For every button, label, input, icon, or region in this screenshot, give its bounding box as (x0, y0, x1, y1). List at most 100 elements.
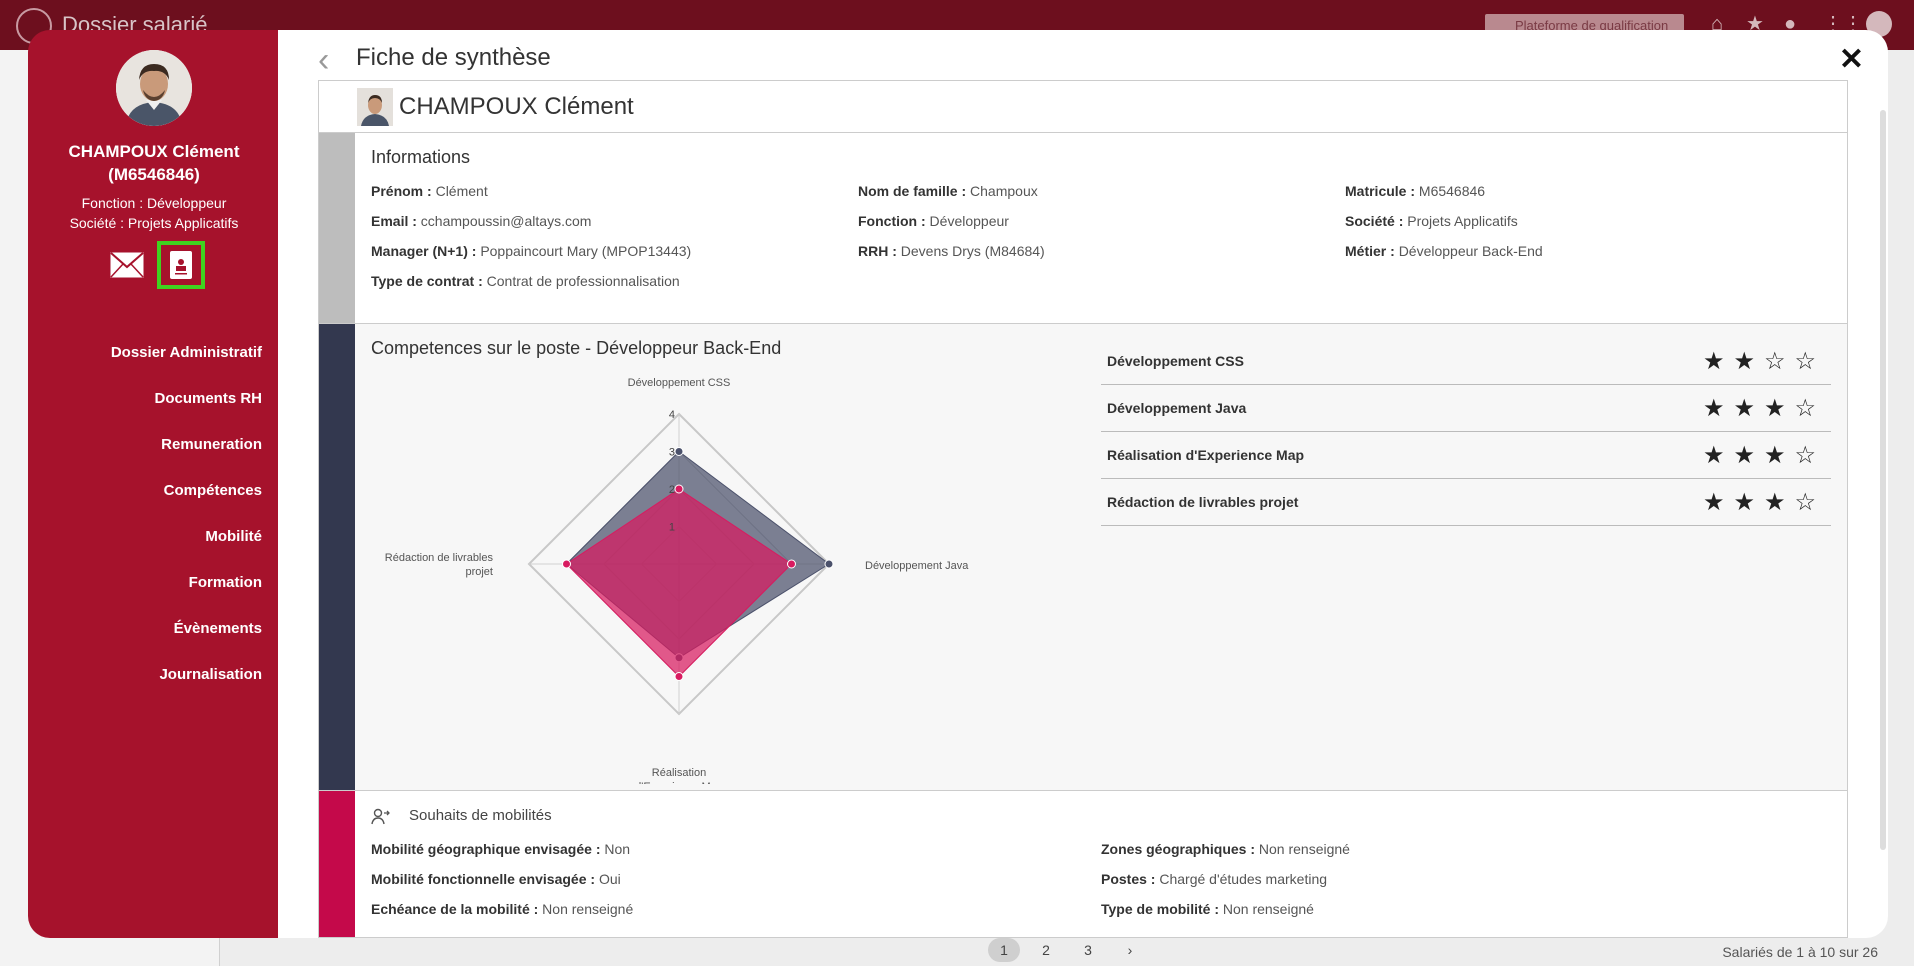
bell-icon[interactable]: ● (1783, 13, 1797, 35)
employee-header: CHAMPOUX Clément (319, 81, 1847, 133)
home-icon[interactable]: ⌂ (1710, 13, 1724, 35)
close-icon[interactable]: ✕ (1838, 43, 1864, 76)
scrollbar[interactable] (1880, 110, 1886, 850)
field-label: Nom de famille : (858, 183, 967, 199)
mobility-person-icon (371, 807, 391, 830)
apps-grid-icon[interactable]: ⋮⋮ (1823, 13, 1863, 35)
field-label: Zones géographiques : (1101, 841, 1256, 857)
field-value: Champoux (970, 183, 1038, 199)
rating-stars-icon: ★★☆☆ (1702, 347, 1825, 375)
employee-fonction: Fonction : Développeur (81, 195, 227, 211)
info-field: Manager (N+1) : Poppaincourt Mary (MPOP1… (371, 243, 691, 259)
radar-data-point (674, 484, 684, 494)
skills-list: Développement CSS ★★☆☆ Développement Java… (1101, 338, 1831, 526)
employee-header-name: CHAMPOUX Clément (399, 92, 634, 120)
summary-content: CHAMPOUX Clément Informations Prénom : C… (318, 80, 1848, 938)
field-label: Mobilité géographique envisagée : (371, 841, 601, 857)
employee-mini-avatar (357, 87, 393, 126)
mobility-field: Zones géographiques : Non renseigné (1101, 841, 1350, 857)
info-field: Fonction : Développeur (858, 213, 1009, 229)
nav-evenements[interactable]: Évènements (173, 620, 262, 637)
employee-avatar (116, 50, 192, 126)
employee-name: CHAMPOUX Clément (M6546846) (28, 140, 280, 186)
field-value: Clément (435, 183, 488, 199)
section-strip (319, 791, 355, 937)
info-field: Nom de famille : Champoux (858, 183, 1038, 199)
field-value: Développeur Back-End (1398, 243, 1543, 259)
info-field: Type de contrat : Contrat de professionn… (371, 273, 680, 289)
field-value: Non renseigné (542, 901, 634, 917)
radar-scale-tick: 1 (669, 522, 675, 534)
field-label: Type de contrat : (371, 273, 483, 289)
info-field: Société : Projets Applicatifs (1345, 213, 1518, 229)
side-navigation: Dossier Administratif Documents RH Remun… (111, 330, 262, 698)
rating-stars-icon: ★★★☆ (1702, 488, 1825, 516)
nav-mobilite[interactable]: Mobilité (205, 528, 262, 545)
summary-sheet-button[interactable] (157, 241, 205, 289)
radar-data-point (562, 559, 571, 569)
mail-icon[interactable] (110, 252, 144, 278)
field-value: Devens Drys (M84684) (900, 243, 1045, 259)
info-field: RRH : Devens Drys (M84684) (858, 243, 1045, 259)
field-label: Manager (N+1) : (371, 243, 477, 259)
radar-scale-tick: 2 (669, 484, 675, 496)
competences-title: Competences sur le poste - Développeur B… (371, 338, 782, 358)
field-label: Postes : (1101, 871, 1156, 887)
radar-axis-label: Développement CSS (628, 377, 731, 389)
mobility-field: Type de mobilité : Non renseigné (1101, 901, 1314, 917)
mobility-field: Mobilité fonctionnelle envisagée : Oui (371, 871, 621, 887)
field-label: Echéance de la mobilité : (371, 901, 539, 917)
summary-modal: ‹ Fiche de synthèse ✕ CHAMPOUX Clément I… (278, 30, 1888, 938)
radar-axis-label: Rédaction de livrables (385, 552, 494, 564)
page-1-button[interactable]: 1 (988, 938, 1020, 962)
field-label: Mobilité fonctionnelle envisagée : (371, 871, 596, 887)
field-value: cchampoussin@altays.com (420, 213, 592, 229)
field-label: Type de mobilité : (1101, 901, 1219, 917)
competences-section: Competences sur le poste - Développeur B… (319, 324, 1847, 791)
nav-journalisation[interactable]: Journalisation (159, 666, 262, 683)
radar-axis-label: d'Experience Map (635, 781, 723, 784)
radar-data-point (787, 559, 796, 569)
employee-id: (M6546846) (108, 165, 200, 184)
star-icon[interactable]: ★ (1746, 13, 1764, 35)
employee-details: Fonction : Développeur Société : Projets… (28, 193, 280, 233)
radar-data-point (674, 672, 684, 681)
field-value: Non (604, 841, 631, 857)
field-value: M6546846 (1418, 183, 1486, 199)
field-value: Contrat de professionnalisation (486, 273, 680, 289)
page-2-button[interactable]: 2 (1042, 942, 1050, 958)
pagination: 1 2 3 › (988, 938, 1156, 966)
field-label: RRH : (858, 243, 897, 259)
back-chevron-icon[interactable]: ‹ (318, 41, 330, 79)
radar-axis-label: projet (465, 566, 493, 578)
nav-formation[interactable]: Formation (188, 574, 262, 591)
nav-dossier-administratif[interactable]: Dossier Administratif (110, 344, 262, 361)
skill-name: Développement CSS (1107, 353, 1244, 369)
section-strip (319, 324, 355, 790)
skill-row: Développement Java ★★★☆ (1101, 385, 1831, 432)
skill-name: Développement Java (1107, 400, 1247, 416)
nav-documents-rh[interactable]: Documents RH (154, 390, 262, 407)
nav-remuneration[interactable]: Remuneration (161, 436, 262, 453)
mobilite-section: Souhaits de mobilités Mobilité géographi… (319, 791, 1847, 937)
info-field: Email : cchampoussin@altays.com (371, 213, 591, 229)
mobility-field: Postes : Chargé d'études marketing (1101, 871, 1327, 887)
employee-societe: Société : Projets Applicatifs (69, 215, 239, 231)
field-label: Matricule : (1345, 183, 1416, 199)
radar-axis-label: Réalisation (652, 767, 706, 779)
skill-row: Réalisation d'Experience Map ★★★☆ (1101, 432, 1831, 479)
field-value: Projets Applicatifs (1407, 213, 1518, 229)
field-value: Oui (598, 871, 621, 887)
info-field: Prénom : Clément (371, 183, 488, 199)
rating-stars-icon: ★★★☆ (1702, 441, 1825, 469)
radar-scale-tick: 4 (669, 409, 675, 421)
field-value: Poppaincourt Mary (MPOP13443) (480, 243, 692, 259)
field-label: Email : (371, 213, 417, 229)
skill-row: Rédaction de livrables projet ★★★☆ (1101, 479, 1831, 526)
field-value: Non renseigné (1222, 901, 1314, 917)
next-page-icon[interactable]: › (1127, 942, 1133, 958)
field-value: Non renseigné (1258, 841, 1350, 857)
nav-competences[interactable]: Compétences (163, 482, 262, 499)
page-3-button[interactable]: 3 (1084, 942, 1092, 958)
